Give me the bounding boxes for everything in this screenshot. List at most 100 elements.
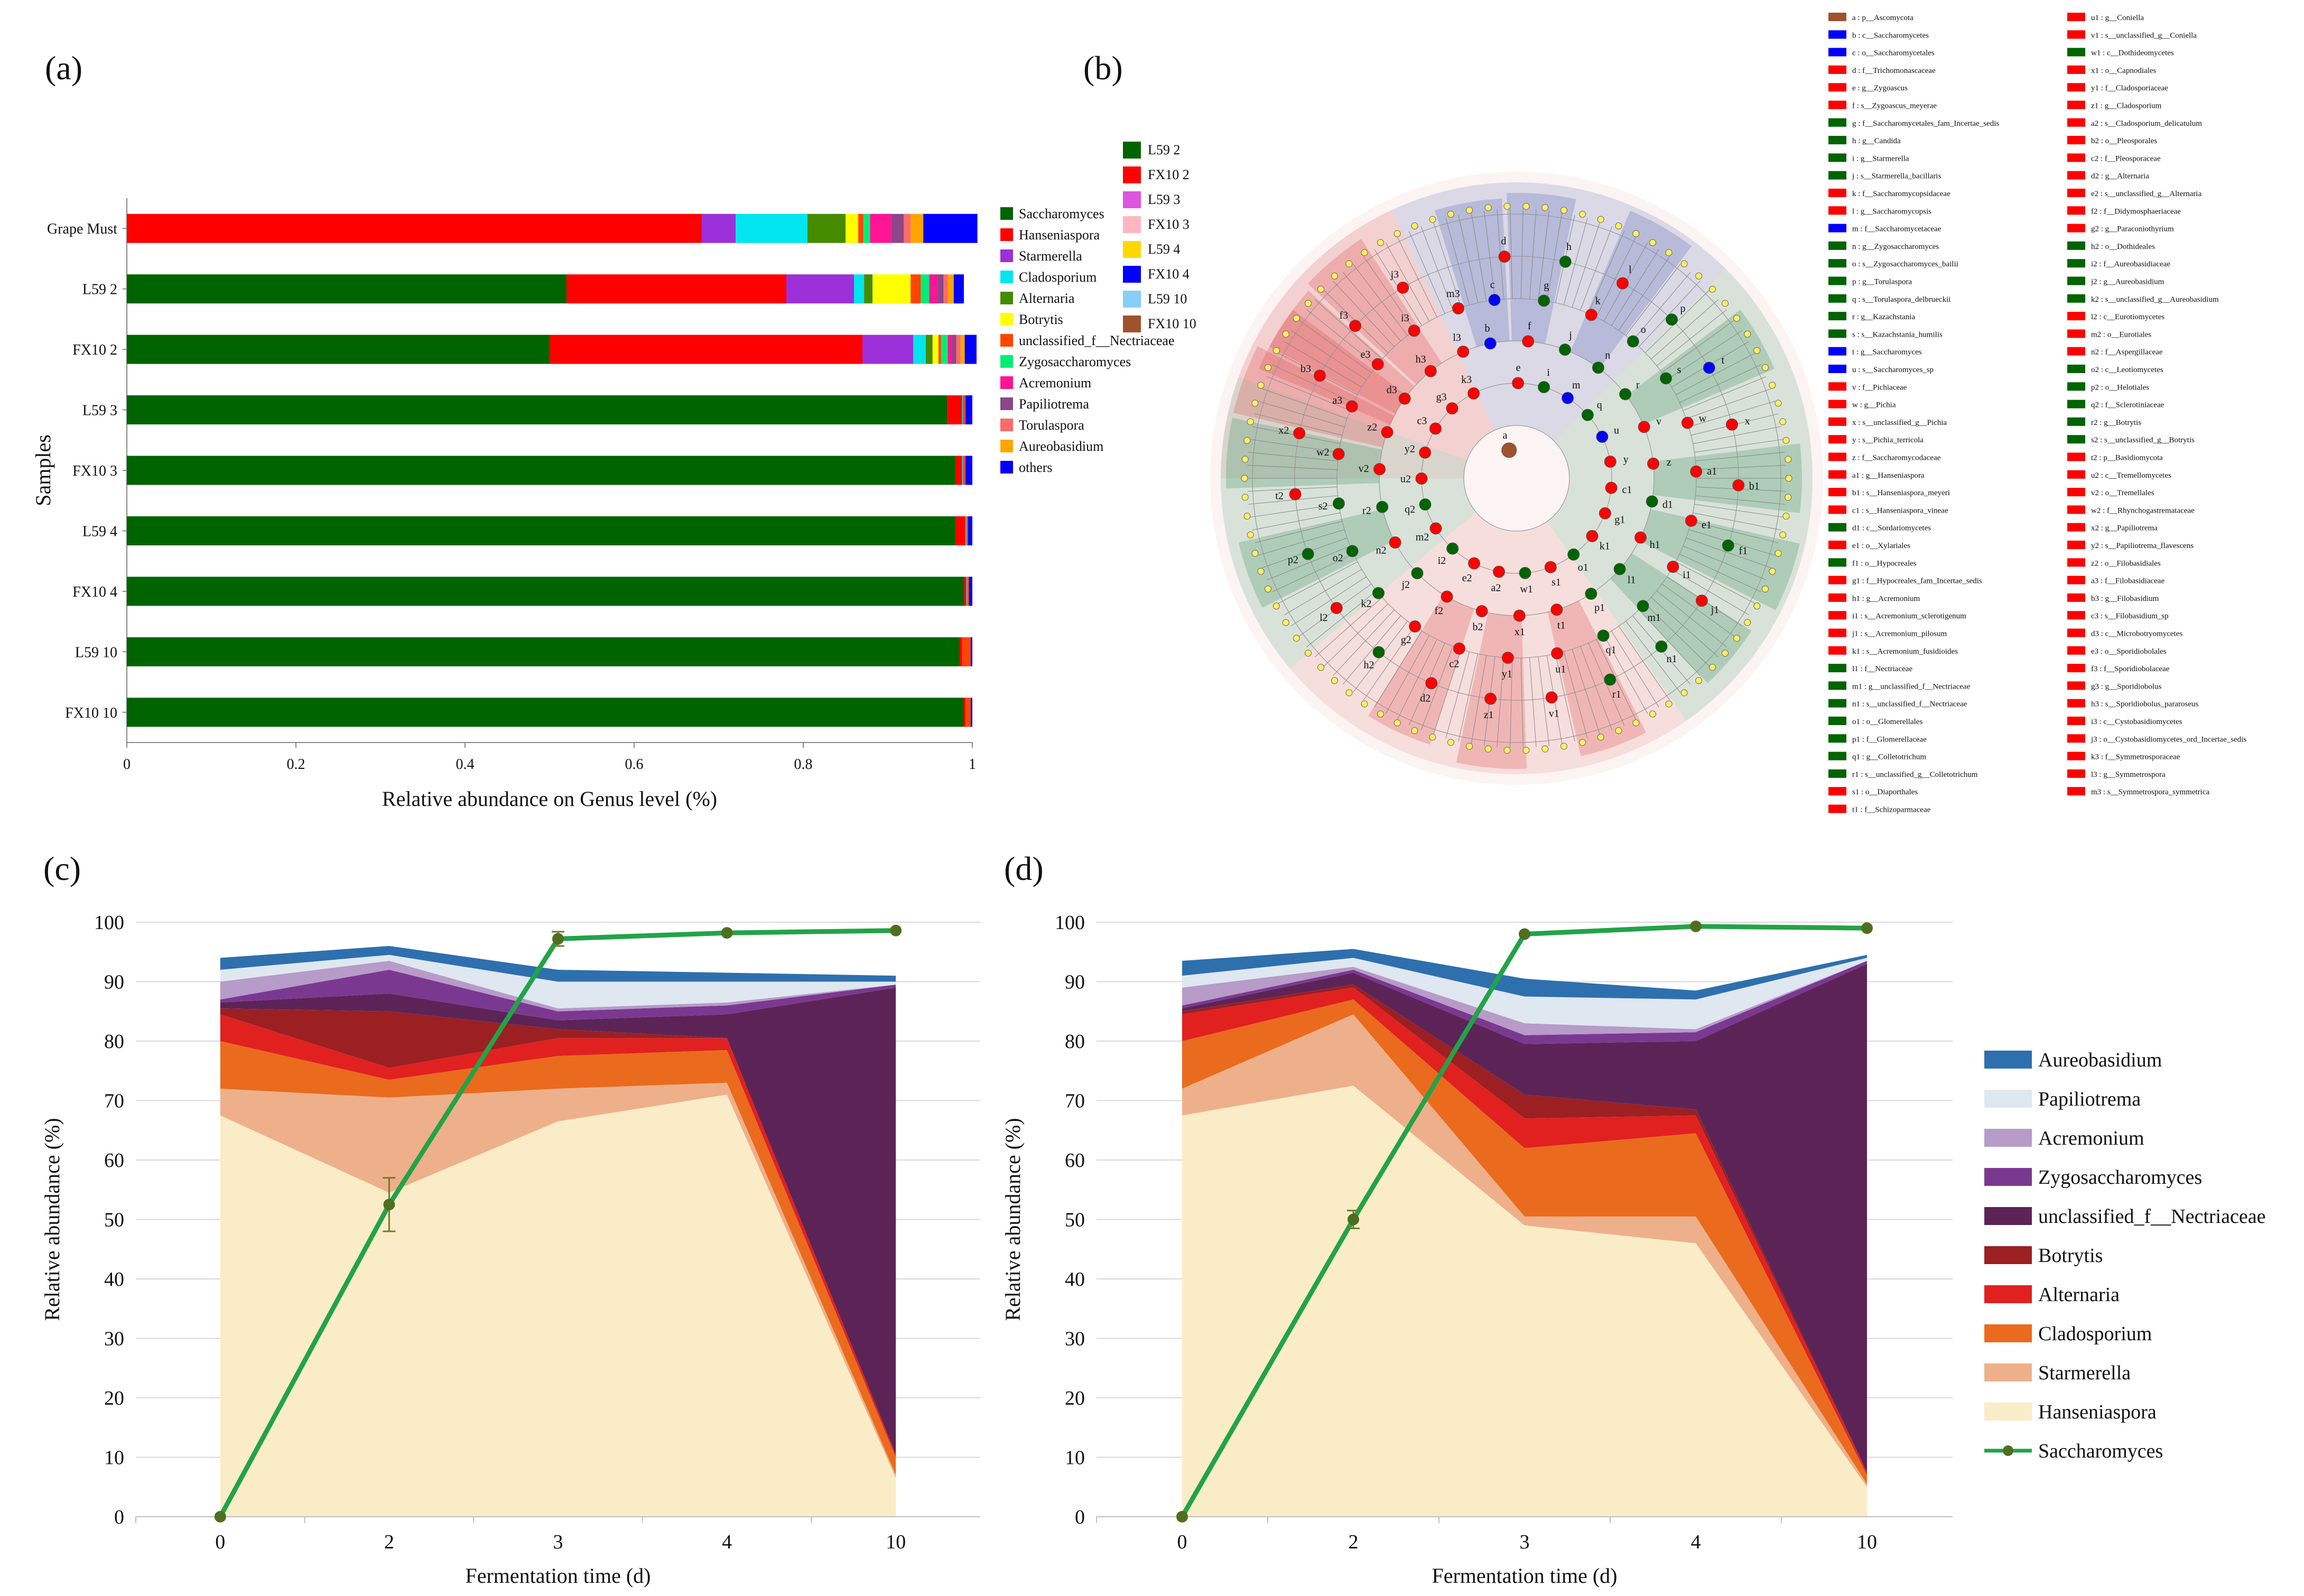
y-tick-label: 80 (104, 1031, 124, 1053)
node-label: a (1503, 430, 1508, 441)
node-label: f1 (1739, 545, 1748, 556)
taxa-label: c2 : f__Pleosporaceae (2091, 154, 2161, 163)
taxa-swatch (1828, 576, 1846, 584)
leaf-dot (1522, 202, 1530, 210)
leaf-dot (1241, 475, 1248, 482)
bar-segment (786, 274, 854, 304)
leaf-dot (1503, 202, 1511, 210)
branch-line (1445, 218, 1470, 305)
node-label: r (1636, 379, 1640, 391)
clade-highlight (1610, 553, 1752, 683)
legend-label: Zygosaccharomyces (2038, 1166, 2202, 1189)
node-label: j3 (1390, 269, 1399, 281)
taxa-label: n2 : f__Aspergillaceae (2091, 348, 2163, 357)
legend-label: L59 3 (1148, 192, 1180, 207)
node-label: f (1528, 320, 1531, 332)
taxa-label: l1 : f__Nectriaceae (1852, 665, 1912, 673)
clade-highlight (1507, 193, 1576, 344)
legend-label: FX10 10 (1148, 316, 1196, 331)
node-dot (1695, 595, 1708, 607)
ring-line (1463, 425, 1570, 532)
branch-line (1397, 639, 1437, 720)
legend-swatch (1000, 271, 1013, 283)
taxa-label: g : f__Saccharomycetales_fam_Incertae_se… (1852, 119, 1999, 128)
node-dot (1538, 381, 1550, 394)
node-dot (1424, 365, 1437, 377)
taxa-swatch (2067, 83, 2085, 92)
branch-line (1695, 452, 1785, 461)
node-label: s (1677, 364, 1681, 376)
x-tick-label: 0.6 (625, 756, 644, 773)
y-axis-label: Samples (31, 434, 55, 506)
area-zygosaccharomyces (220, 970, 896, 1020)
taxa-label: p2 : o__Helotiales (2091, 383, 2149, 392)
branch-line (1363, 626, 1415, 701)
y-tick-label: 10 (104, 1447, 124, 1469)
leaf-dot (1484, 745, 1492, 753)
bar-segment (966, 577, 968, 606)
taxa-label: n1 : s__unclassified_f__Nectriaceae (1852, 700, 1967, 709)
clade-shade (1547, 269, 1813, 721)
branch-line (1306, 309, 1377, 366)
y-tick-label: 50 (1065, 1209, 1085, 1231)
legend-label: Saccharomyces (1019, 206, 1104, 221)
leaf-dot (1753, 602, 1761, 610)
branch-line (1484, 210, 1495, 300)
y-tick-label: 0 (1075, 1506, 1085, 1528)
legend-swatch (1000, 313, 1013, 326)
branch-line (1250, 504, 1339, 518)
legend-label: Starmerella (2038, 1362, 2131, 1384)
branch-line (1333, 609, 1395, 676)
x-tick-label: 1 (969, 756, 976, 773)
taxa-swatch (1828, 382, 1846, 391)
taxa-swatch (1828, 769, 1846, 778)
node-label: z1 (1484, 709, 1494, 721)
x-tick-label: 3 (1520, 1531, 1530, 1553)
leaf-dot (1782, 437, 1790, 444)
leaf-dot (1251, 550, 1259, 557)
node-label: q2 (1405, 504, 1415, 515)
node-dot (1346, 545, 1359, 558)
legend-label: L59 4 (1148, 242, 1180, 257)
node-dot (1558, 344, 1571, 356)
bar-segment (965, 395, 972, 425)
y-tick-label: 80 (1065, 1031, 1085, 1053)
leaf-dot (1632, 719, 1640, 727)
taxa-swatch (1828, 241, 1846, 250)
node-dot (1457, 346, 1470, 358)
bar-segment (953, 274, 964, 304)
leaf-dot (1447, 739, 1454, 746)
legend-swatch (1984, 1207, 2032, 1225)
leaf-dot (1304, 649, 1312, 657)
taxa-swatch (1828, 171, 1846, 180)
leaf-dot (1775, 400, 1782, 407)
leaf-dot (1695, 677, 1703, 684)
bar-segment (127, 516, 955, 545)
y-tick-label: 100 (1055, 912, 1085, 934)
taxa-label: l3 : g__Symmetrospora (2091, 771, 2166, 779)
x-tick-label: 0 (1177, 1531, 1187, 1553)
node-label: m (1572, 379, 1581, 391)
leaf-dot (1272, 602, 1280, 610)
category-label: FX10 2 (72, 342, 117, 358)
branch-line (1247, 465, 1337, 470)
node-dot (1484, 337, 1497, 350)
branch-line (1510, 209, 1513, 299)
leaf-dot (1447, 210, 1454, 218)
taxa-swatch (1828, 48, 1846, 57)
node-dot (1519, 567, 1531, 579)
area-aureobasidium (1182, 949, 1867, 1000)
bar-segment (911, 274, 921, 304)
taxa-label: c3 : s__Filobasidium_sp (2091, 612, 2169, 620)
panel-a-bar-chart: (a) Grape Must L59 2 FX10 2 L59 3 FX10 3 L59 4… (31, 49, 1175, 811)
branch-line (1656, 309, 1727, 366)
branch-line (1625, 620, 1681, 693)
taxa-label: d2 : g__Alternaria (2091, 172, 2149, 181)
taxa-label: v2 : o__Tremellales (2091, 489, 2154, 497)
node-dot (1332, 497, 1345, 510)
clade-highlight (1308, 239, 1442, 385)
line-point (383, 1199, 395, 1211)
taxa-swatch (1828, 259, 1846, 268)
node-dot (1409, 620, 1422, 633)
branch-line (1298, 319, 1372, 373)
